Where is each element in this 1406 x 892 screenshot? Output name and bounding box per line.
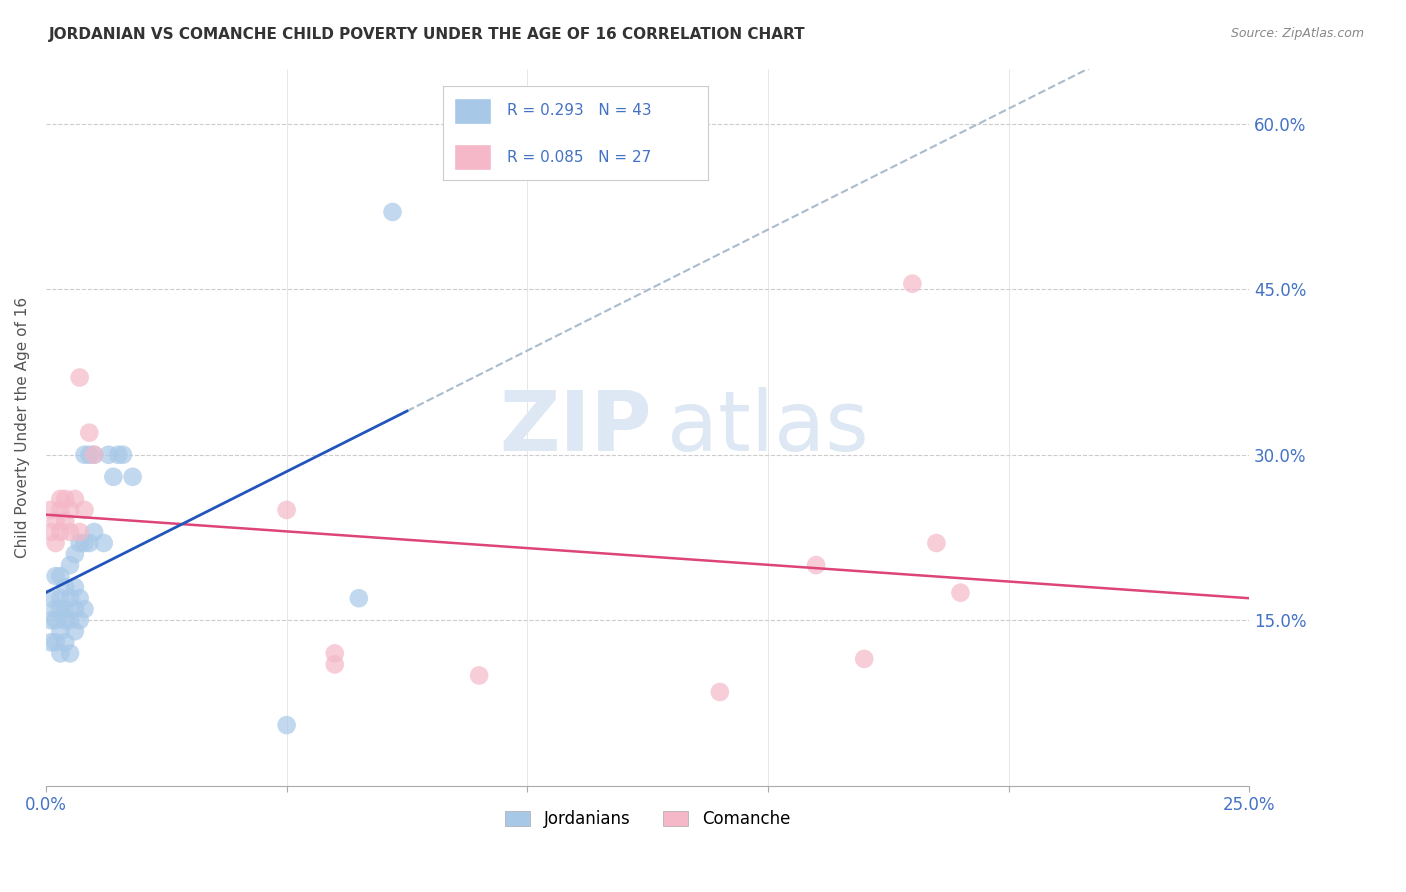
- Point: [53, 491, 76, 506]
- Point: [73, 503, 96, 517]
- Point: [804, 558, 827, 573]
- Point: [468, 668, 491, 682]
- Point: [59, 591, 82, 606]
- Point: [49, 569, 72, 583]
- Point: [39, 524, 62, 539]
- Point: [53, 613, 76, 627]
- Text: ZIP: ZIP: [499, 386, 651, 467]
- Point: [63, 491, 86, 506]
- Point: [45, 536, 67, 550]
- Point: [53, 635, 76, 649]
- Point: [925, 536, 948, 550]
- Point: [79, 536, 101, 550]
- Point: [53, 514, 76, 528]
- Y-axis label: Child Poverty Under the Age of 16: Child Poverty Under the Age of 16: [15, 297, 30, 558]
- Point: [121, 470, 143, 484]
- Point: [63, 624, 86, 639]
- Point: [79, 425, 101, 440]
- Point: [276, 718, 298, 732]
- Point: [69, 370, 91, 384]
- Point: [709, 685, 731, 699]
- Legend: Jordanians, Comanche: Jordanians, Comanche: [498, 804, 797, 835]
- Point: [853, 652, 876, 666]
- Point: [103, 470, 125, 484]
- Text: JORDANIAN VS COMANCHE CHILD POVERTY UNDER THE AGE OF 16 CORRELATION CHART: JORDANIAN VS COMANCHE CHILD POVERTY UNDE…: [49, 27, 806, 42]
- Point: [93, 536, 115, 550]
- Point: [59, 558, 82, 573]
- Point: [49, 591, 72, 606]
- Point: [901, 277, 924, 291]
- Point: [83, 448, 105, 462]
- Point: [107, 448, 129, 462]
- Point: [323, 646, 346, 660]
- Point: [111, 448, 134, 462]
- Point: [49, 524, 72, 539]
- Point: [69, 591, 91, 606]
- Point: [45, 635, 67, 649]
- Point: [69, 536, 91, 550]
- Point: [381, 205, 404, 219]
- Point: [63, 602, 86, 616]
- Point: [73, 536, 96, 550]
- Point: [83, 524, 105, 539]
- Point: [949, 585, 972, 599]
- Point: [39, 635, 62, 649]
- Point: [45, 602, 67, 616]
- Point: [59, 613, 82, 627]
- Point: [79, 448, 101, 462]
- Point: [49, 491, 72, 506]
- Point: [39, 613, 62, 627]
- Point: [39, 591, 62, 606]
- Point: [45, 569, 67, 583]
- Point: [59, 646, 82, 660]
- Point: [69, 524, 91, 539]
- Point: [53, 580, 76, 594]
- Point: [323, 657, 346, 672]
- Point: [53, 602, 76, 616]
- Point: [63, 547, 86, 561]
- Text: Source: ZipAtlas.com: Source: ZipAtlas.com: [1230, 27, 1364, 40]
- Point: [347, 591, 370, 606]
- Point: [83, 448, 105, 462]
- Point: [97, 448, 120, 462]
- Point: [49, 503, 72, 517]
- Point: [73, 602, 96, 616]
- Point: [59, 524, 82, 539]
- Point: [49, 646, 72, 660]
- Point: [276, 503, 298, 517]
- Point: [45, 613, 67, 627]
- Text: atlas: atlas: [666, 386, 869, 467]
- Point: [39, 503, 62, 517]
- Point: [63, 580, 86, 594]
- Point: [73, 448, 96, 462]
- Point: [49, 624, 72, 639]
- Point: [59, 503, 82, 517]
- Point: [45, 514, 67, 528]
- Point: [69, 613, 91, 627]
- Point: [49, 602, 72, 616]
